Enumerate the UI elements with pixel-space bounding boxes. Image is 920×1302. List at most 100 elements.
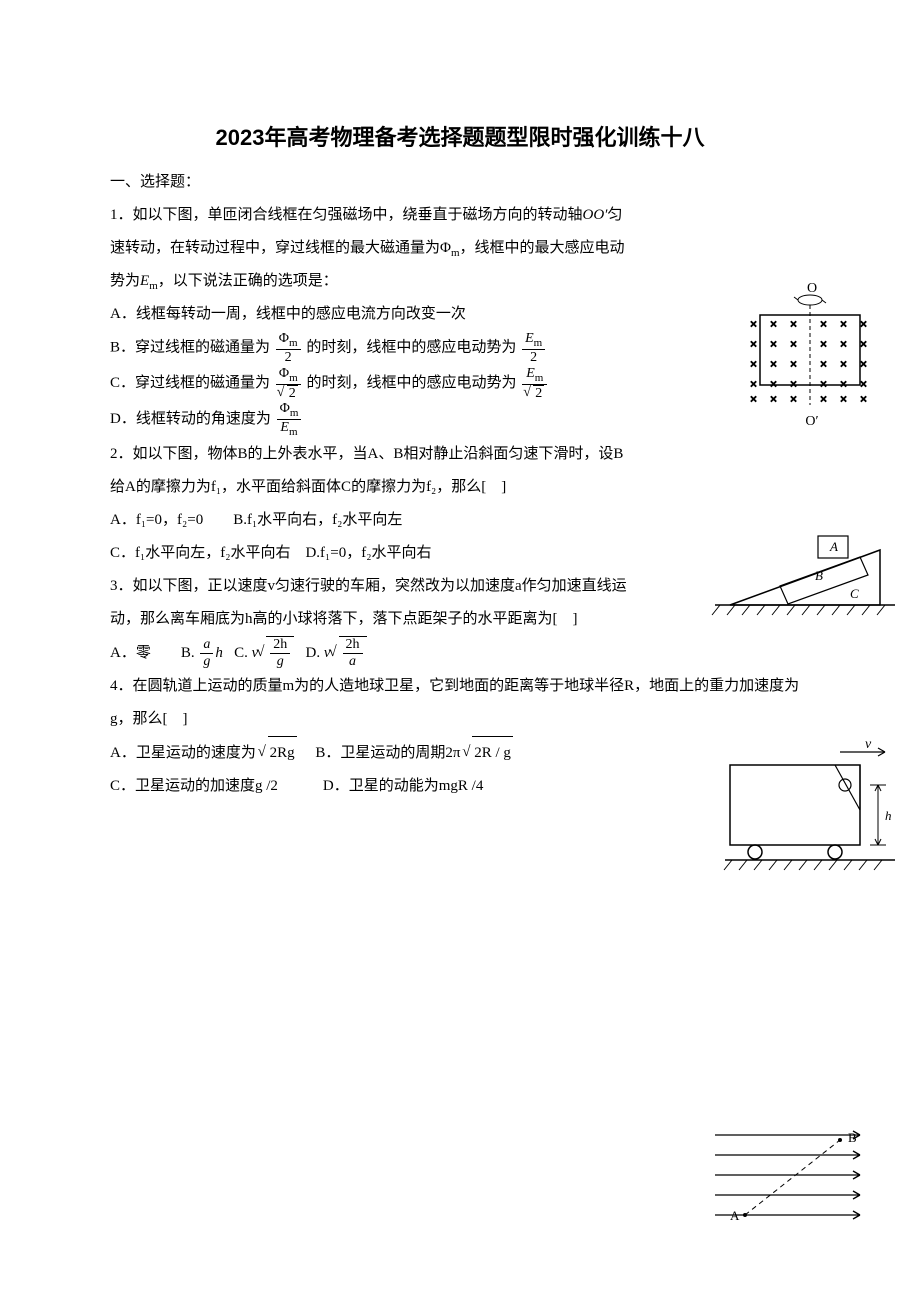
question-4: 4．在圆轨道上运动的质量m为的人造地球卫星，它到地面的距离等于地球半径R，地面上… xyxy=(110,670,810,803)
q1-option-c: C．穿过线框的磁通量为 Φm 2 的时刻，线框中的感应电动势为 Em 2 xyxy=(110,366,810,401)
sqrt: 2 xyxy=(525,385,544,401)
var-h: h xyxy=(215,645,223,661)
q1-option-b: B．穿过线框的磁通量为 Φm2 的时刻，线框中的感应电动势为 Em2 xyxy=(110,331,810,365)
text: D．线框转动的角速度为 xyxy=(110,411,271,427)
sub: m xyxy=(149,280,158,292)
svg-text:O: O xyxy=(807,281,817,296)
svg-text:×: × xyxy=(860,392,867,406)
fraction: ΦmEm xyxy=(277,401,302,438)
fraction: ag xyxy=(200,637,213,669)
page-title: 2023年高考物理备考选择题题型限时强化训练十八 xyxy=(110,120,810,152)
fraction: Φm 2 xyxy=(276,366,301,401)
sub: m xyxy=(535,371,544,383)
svg-text:×: × xyxy=(860,337,867,351)
q4-stem: 4．在圆轨道上运动的质量m为的人造地球卫星，它到地面的距离等于地球半径R，地面上… xyxy=(110,670,810,736)
svg-text:A: A xyxy=(730,1208,740,1223)
svg-text:×: × xyxy=(770,337,777,351)
num: 2h xyxy=(343,637,363,653)
svg-text:×: × xyxy=(840,392,847,406)
svg-text:×: × xyxy=(820,317,827,331)
sub: m xyxy=(289,371,298,383)
text: 的时刻，线框中的感应电动势为 xyxy=(306,340,516,356)
fraction: Φm2 xyxy=(276,331,301,365)
question-2: 2．如以下图，物体B的上外表水平，当A、B相对静止沿斜面匀速下滑时，设B给A的摩… xyxy=(110,438,810,570)
svg-text:×: × xyxy=(750,377,757,391)
num: 2h xyxy=(270,637,290,653)
svg-text:×: × xyxy=(770,317,777,331)
text: 1．如以下图，单匝闭合线框在匀强磁场中，绕垂直于磁场方向的转动轴 xyxy=(110,207,583,223)
figure-q1: O ×××××× ×××××× ×××××× ×××××× ×××××× O′ xyxy=(730,280,890,430)
num: E xyxy=(525,331,534,346)
num: a xyxy=(203,637,210,652)
svg-text:×: × xyxy=(840,337,847,351)
num: Φ xyxy=(279,331,289,346)
den: g xyxy=(277,654,284,669)
svg-text:×: × xyxy=(860,317,867,331)
text: C．穿过线框的磁通量为 xyxy=(110,375,270,391)
svg-text:×: × xyxy=(750,337,757,351)
section-heading: 一、选择题： xyxy=(110,170,810,191)
svg-text:×: × xyxy=(750,392,757,406)
rad: 2 xyxy=(533,385,544,401)
svg-text:O′: O′ xyxy=(805,414,818,429)
q2-option-cd: C．f₁水平向左，f₂水平向右 D.f₁=0，f₂水平向右 xyxy=(110,537,810,570)
num: Φ xyxy=(280,401,290,416)
sub: m xyxy=(289,426,298,438)
svg-text:×: × xyxy=(770,377,777,391)
figure-q3: v h xyxy=(720,740,900,880)
svg-text:×: × xyxy=(820,377,827,391)
q4-option-ab: A．卫星运动的速度为 2Rg B．卫星运动的周期2π 2R / g xyxy=(110,736,810,770)
q4-option-cd: C．卫星运动的加速度g /2 D．卫星的动能为mgR /4 xyxy=(110,770,810,803)
svg-text:×: × xyxy=(860,377,867,391)
fraction: 2hg xyxy=(270,637,290,669)
figure-q5: A B xyxy=(710,1120,880,1230)
svg-text:×: × xyxy=(840,377,847,391)
svg-text:×: × xyxy=(790,392,797,406)
figure-q2: A B C xyxy=(710,520,900,620)
q2-option-ab: A．f₁=0，f₂=0 B.f₁水平向右，f₂水平向左 xyxy=(110,504,810,537)
sub: m xyxy=(451,247,460,259)
var-oo: OO′ xyxy=(583,207,608,223)
q1-option-d: D．线框转动的角速度为 ΦmEm xyxy=(110,401,810,438)
text: A．卫星运动的速度为 xyxy=(110,745,256,761)
sub: m xyxy=(534,337,543,349)
q2-stem: 2．如以下图，物体B的上外表水平，当A、B相对静止沿斜面匀速下滑时，设B给A的摩… xyxy=(110,438,810,504)
rad: 2 xyxy=(287,385,298,401)
question-1: 1．如以下图，单匝闭合线框在匀强磁场中，绕垂直于磁场方向的转动轴OO′匀速转动，… xyxy=(110,199,810,438)
svg-text:×: × xyxy=(750,317,757,331)
den: 2 xyxy=(276,350,301,365)
rad: 2Rg xyxy=(268,736,297,770)
svg-text:×: × xyxy=(790,357,797,371)
den: E xyxy=(280,420,289,435)
svg-text:h: h xyxy=(885,808,892,823)
den: a xyxy=(349,654,356,669)
q3-options: A．零 B. agh C. v2hg D. v2ha xyxy=(110,636,810,670)
svg-text:B: B xyxy=(815,568,823,583)
text: A．零 B. xyxy=(110,645,195,661)
text: B．穿过线框的磁通量为 xyxy=(110,340,270,356)
fraction: Em2 xyxy=(522,331,545,365)
rad: 2R / g xyxy=(472,736,513,770)
svg-text:×: × xyxy=(790,317,797,331)
sqrt: 2hg xyxy=(258,636,294,670)
svg-text:×: × xyxy=(840,317,847,331)
q1-option-a: A．线框每转动一周，线框中的感应电流方向改变一次 xyxy=(110,298,810,331)
num: Φ xyxy=(279,366,289,381)
text: 的时刻，线框中的感应电动势为 xyxy=(307,375,517,391)
num: E xyxy=(526,366,535,381)
svg-text:×: × xyxy=(770,392,777,406)
svg-text:A: A xyxy=(829,539,838,554)
svg-text:C: C xyxy=(850,586,859,601)
sqrt: 2 xyxy=(279,385,298,401)
svg-text:×: × xyxy=(820,337,827,351)
question-3: 3．如以下图，正以速度v匀速行驶的车厢，突然改为以加速度a作匀加速直线运动，那么… xyxy=(110,570,810,670)
text: ，以下说法正确的选项是： xyxy=(158,273,338,289)
q1-stem: 1．如以下图，单匝闭合线框在匀强磁场中，绕垂直于磁场方向的转动轴OO′匀速转动，… xyxy=(110,199,810,298)
den: 2 xyxy=(522,350,545,365)
text: B．卫星运动的周期2π xyxy=(315,745,460,761)
sub: m xyxy=(289,337,298,349)
svg-text:×: × xyxy=(860,357,867,371)
svg-text:×: × xyxy=(820,392,827,406)
fraction: Em 2 xyxy=(522,366,547,401)
svg-text:×: × xyxy=(790,337,797,351)
